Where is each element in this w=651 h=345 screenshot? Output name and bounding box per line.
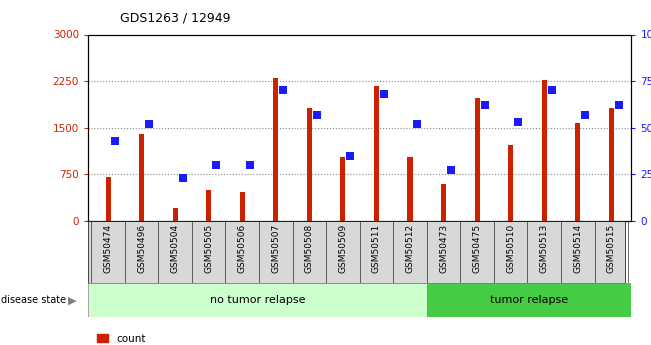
Bar bbox=[427, 283, 631, 317]
Point bbox=[379, 91, 389, 97]
Point bbox=[312, 112, 322, 117]
Point bbox=[546, 88, 557, 93]
Text: GSM50514: GSM50514 bbox=[574, 224, 582, 273]
Text: GSM50512: GSM50512 bbox=[406, 224, 415, 273]
Point bbox=[144, 121, 154, 127]
Bar bbox=[575, 123, 580, 221]
Bar bbox=[105, 177, 111, 221]
Point bbox=[110, 138, 120, 144]
Text: no tumor relapse: no tumor relapse bbox=[210, 295, 305, 305]
Text: GSM50474: GSM50474 bbox=[104, 224, 113, 273]
Bar bbox=[542, 80, 547, 221]
Text: GSM50505: GSM50505 bbox=[204, 224, 213, 273]
Bar bbox=[240, 191, 245, 221]
Bar bbox=[340, 157, 346, 221]
Bar bbox=[273, 78, 279, 221]
Text: GSM50515: GSM50515 bbox=[607, 224, 616, 273]
Text: GSM50504: GSM50504 bbox=[171, 224, 180, 273]
Text: GSM50507: GSM50507 bbox=[271, 224, 281, 273]
Text: GSM50496: GSM50496 bbox=[137, 224, 146, 273]
Text: disease state: disease state bbox=[1, 295, 66, 305]
Text: tumor relapse: tumor relapse bbox=[490, 295, 568, 305]
Text: GSM50506: GSM50506 bbox=[238, 224, 247, 273]
Bar bbox=[508, 145, 513, 221]
Bar bbox=[475, 98, 480, 221]
Point bbox=[479, 102, 490, 108]
Point bbox=[177, 175, 187, 181]
Point bbox=[345, 153, 355, 158]
Bar bbox=[307, 108, 312, 221]
Bar bbox=[206, 190, 211, 221]
Text: GSM50513: GSM50513 bbox=[540, 224, 549, 273]
Bar bbox=[173, 208, 178, 221]
Point bbox=[513, 119, 523, 125]
Point bbox=[211, 162, 221, 168]
Point bbox=[613, 102, 624, 108]
Legend: count, percentile rank within the sample: count, percentile rank within the sample bbox=[93, 329, 296, 345]
Point bbox=[446, 168, 456, 173]
Text: GSM50473: GSM50473 bbox=[439, 224, 448, 273]
Bar bbox=[609, 108, 614, 221]
Bar bbox=[88, 283, 427, 317]
Bar bbox=[374, 86, 379, 221]
Point bbox=[278, 88, 288, 93]
Text: GSM50510: GSM50510 bbox=[506, 224, 515, 273]
Text: GSM50511: GSM50511 bbox=[372, 224, 381, 273]
Text: GDS1263 / 12949: GDS1263 / 12949 bbox=[120, 11, 231, 24]
Bar bbox=[441, 184, 446, 221]
Text: GSM50509: GSM50509 bbox=[339, 224, 348, 273]
Bar bbox=[408, 157, 413, 221]
Text: GSM50508: GSM50508 bbox=[305, 224, 314, 273]
Point bbox=[580, 112, 590, 117]
Text: ▶: ▶ bbox=[68, 295, 77, 305]
Point bbox=[412, 121, 422, 127]
Point bbox=[244, 162, 255, 168]
Text: GSM50475: GSM50475 bbox=[473, 224, 482, 273]
Bar bbox=[139, 135, 144, 221]
